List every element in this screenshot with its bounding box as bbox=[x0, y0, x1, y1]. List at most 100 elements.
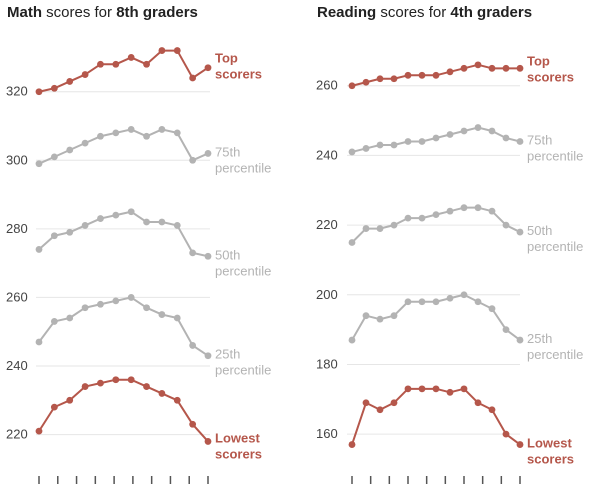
math-data-point-top-scorers bbox=[143, 60, 150, 68]
reading-data-point-lowest-scorers bbox=[460, 385, 468, 393]
reading-data-point-25th-percentile bbox=[502, 326, 510, 334]
math-chart-title: Math scores for 8th graders bbox=[7, 4, 198, 21]
reading-data-point-75th-percentile bbox=[488, 127, 496, 135]
math-data-point-25th-percentile bbox=[143, 304, 150, 312]
reading-series-label-top-scorers: scorers bbox=[527, 69, 574, 84]
math-y-tick-label: 220 bbox=[6, 427, 28, 442]
math-data-point-25th-percentile bbox=[127, 294, 135, 301]
reading-data-point-50th-percentile bbox=[488, 207, 496, 215]
math-data-point-50th-percentile bbox=[35, 246, 43, 253]
reading-data-point-25th-percentile bbox=[516, 336, 524, 344]
math-data-point-75th-percentile bbox=[158, 126, 166, 133]
reading-data-point-75th-percentile bbox=[502, 134, 510, 142]
math-data-point-25th-percentile bbox=[112, 297, 120, 305]
math-data-point-75th-percentile bbox=[112, 129, 120, 137]
math-data-point-75th-percentile bbox=[189, 156, 197, 164]
reading-data-point-25th-percentile bbox=[418, 298, 426, 306]
math-data-point-75th-percentile bbox=[66, 146, 74, 154]
reading-data-point-75th-percentile bbox=[432, 134, 440, 142]
math-data-point-25th-percentile bbox=[35, 338, 43, 346]
reading-data-point-lowest-scorers bbox=[376, 406, 384, 414]
reading-data-point-lowest-scorers bbox=[446, 388, 454, 396]
reading-data-point-25th-percentile bbox=[362, 312, 370, 320]
reading-data-point-lowest-scorers bbox=[390, 399, 398, 407]
reading-data-point-top-scorers bbox=[348, 82, 356, 90]
math-y-tick-label: 320 bbox=[6, 84, 28, 99]
reading-series-label-75th-percentile: 75th bbox=[527, 132, 552, 147]
reading-y-tick-label: 260 bbox=[316, 78, 338, 93]
math-data-point-lowest-scorers bbox=[127, 376, 135, 384]
math-data-point-75th-percentile bbox=[97, 132, 104, 140]
math-title-subject: Math bbox=[7, 4, 42, 21]
math-data-point-50th-percentile bbox=[143, 218, 150, 226]
reading-chart-title: Reading scores for 4th graders bbox=[317, 4, 532, 21]
math-data-point-top-scorers bbox=[97, 60, 104, 68]
reading-data-point-25th-percentile bbox=[488, 305, 496, 313]
math-data-point-lowest-scorers bbox=[50, 403, 58, 411]
math-data-point-25th-percentile bbox=[66, 314, 74, 322]
reading-title-middle: scores for bbox=[376, 4, 451, 21]
reading-data-point-top-scorers bbox=[502, 64, 510, 72]
reading-data-point-top-scorers bbox=[460, 64, 468, 72]
reading-data-point-50th-percentile bbox=[474, 204, 482, 212]
math-data-point-top-scorers bbox=[158, 47, 166, 54]
math-data-point-lowest-scorers bbox=[143, 383, 150, 390]
reading-data-point-top-scorers bbox=[474, 61, 482, 69]
math-data-point-25th-percentile bbox=[81, 304, 89, 312]
math-series-label-top-scorers: scorers bbox=[215, 67, 262, 82]
reading-data-point-lowest-scorers bbox=[404, 385, 412, 393]
reading-data-point-75th-percentile bbox=[390, 141, 398, 149]
math-data-point-lowest-scorers bbox=[173, 396, 181, 404]
math-series-label-lowest-scorers: Lowest bbox=[215, 430, 260, 445]
reading-data-point-lowest-scorers bbox=[348, 441, 356, 448]
reading-series-label-50th-percentile: 50th bbox=[527, 223, 552, 238]
math-data-point-25th-percentile bbox=[97, 300, 104, 308]
reading-data-point-top-scorers bbox=[404, 71, 412, 79]
math-data-point-25th-percentile bbox=[50, 318, 58, 325]
math-data-point-50th-percentile bbox=[189, 249, 197, 257]
reading-data-point-75th-percentile bbox=[474, 124, 482, 131]
reading-data-point-lowest-scorers bbox=[516, 441, 524, 448]
math-data-point-50th-percentile bbox=[66, 228, 74, 236]
reading-data-point-25th-percentile bbox=[404, 298, 412, 306]
math-data-point-75th-percentile bbox=[50, 153, 58, 161]
math-data-point-50th-percentile bbox=[173, 222, 181, 229]
math-series-label-75th-percentile: 75th bbox=[215, 144, 240, 159]
reading-y-tick-label: 240 bbox=[316, 147, 338, 162]
math-data-point-50th-percentile bbox=[127, 208, 135, 216]
reading-data-point-top-scorers bbox=[376, 75, 384, 83]
math-data-point-lowest-scorers bbox=[158, 390, 166, 397]
math-data-point-lowest-scorers bbox=[204, 438, 212, 445]
reading-data-point-25th-percentile bbox=[432, 298, 440, 306]
reading-data-point-50th-percentile bbox=[404, 214, 412, 222]
reading-data-point-25th-percentile bbox=[376, 315, 384, 323]
reading-series-label-top-scorers: Top bbox=[527, 53, 550, 68]
reading-data-point-75th-percentile bbox=[418, 138, 426, 145]
math-data-point-50th-percentile bbox=[112, 211, 120, 219]
math-data-point-75th-percentile bbox=[81, 139, 89, 147]
math-data-point-lowest-scorers bbox=[112, 376, 120, 384]
math-data-point-25th-percentile bbox=[189, 342, 197, 349]
math-data-point-25th-percentile bbox=[204, 352, 212, 360]
math-series-line-25th-percentile bbox=[38, 296, 209, 357]
math-data-point-lowest-scorers bbox=[97, 379, 104, 387]
math-data-point-50th-percentile bbox=[158, 218, 166, 226]
reading-series-line-lowest-scorers bbox=[351, 387, 521, 446]
reading-y-tick-label: 160 bbox=[316, 426, 338, 441]
reading-data-point-50th-percentile bbox=[432, 211, 440, 219]
reading-data-point-lowest-scorers bbox=[502, 430, 510, 438]
reading-data-point-75th-percentile bbox=[460, 127, 468, 135]
math-data-point-top-scorers bbox=[66, 78, 74, 85]
math-y-tick-label: 240 bbox=[6, 358, 28, 373]
math-title-middle: scores for bbox=[42, 4, 117, 21]
reading-data-point-lowest-scorers bbox=[432, 385, 440, 393]
math-data-point-top-scorers bbox=[35, 88, 43, 96]
math-data-point-top-scorers bbox=[50, 84, 58, 92]
math-data-point-25th-percentile bbox=[173, 314, 181, 322]
math-series-line-75th-percentile bbox=[38, 128, 209, 165]
reading-series-label-25th-percentile: percentile bbox=[527, 347, 583, 362]
math-title-grade: 8th graders bbox=[116, 4, 198, 21]
math-data-point-75th-percentile bbox=[127, 126, 135, 133]
reading-y-tick-label: 200 bbox=[316, 287, 338, 302]
reading-data-point-50th-percentile bbox=[348, 239, 356, 246]
